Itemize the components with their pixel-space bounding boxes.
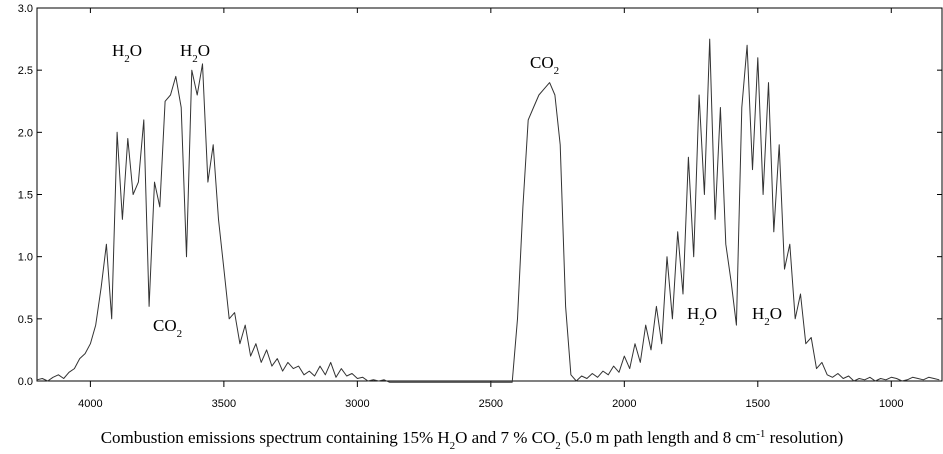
text-part: O — [770, 304, 782, 323]
text-part: 2 — [192, 53, 198, 65]
annotation: CO2 — [153, 316, 182, 340]
text-part: (5.0 m path length and 8 cm — [561, 428, 756, 447]
text-part: O and 7 % CO — [455, 428, 555, 447]
text-part: 2 — [177, 328, 183, 340]
x-tick-label: 1500 — [746, 398, 770, 410]
text-part: 2 — [699, 316, 705, 328]
x-tick-label: 1000 — [879, 398, 903, 410]
text-part: H — [180, 41, 192, 60]
y-tick-label: 1.5 — [18, 190, 33, 202]
text-part: resolution) — [765, 428, 843, 447]
y-tick-label: 0.5 — [18, 314, 33, 326]
text-part: H — [687, 304, 699, 323]
x-tick-label: 2500 — [479, 398, 503, 410]
annotation: H2O — [112, 41, 142, 65]
y-tick-label: 1.0 — [18, 252, 33, 264]
text-part: Combustion emissions spectrum containing… — [101, 428, 450, 447]
text-part: O — [130, 41, 142, 60]
spectrum-line — [36, 38, 940, 383]
text-part: O — [705, 304, 717, 323]
text-part: H — [112, 41, 124, 60]
text-part: O — [198, 41, 210, 60]
text-part: CO — [530, 53, 554, 72]
y-tick-label: 3.0 — [18, 3, 33, 15]
text-part: H — [752, 304, 764, 323]
x-tick-label: 4000 — [78, 398, 102, 410]
y-tick-label: 2.0 — [18, 127, 33, 139]
text-part: 2 — [450, 440, 456, 452]
annotation: H2O — [752, 304, 782, 328]
text-part: 2 — [764, 316, 770, 328]
text-part: 2 — [555, 440, 561, 452]
y-tick-label: 2.5 — [18, 65, 33, 77]
x-tick-label: 2000 — [612, 398, 636, 410]
x-tick-label: 3000 — [345, 398, 369, 410]
text-part: CO — [153, 316, 177, 335]
y-tick-label: 0.0 — [18, 376, 33, 388]
text-part: 2 — [554, 65, 560, 77]
text-part: 2 — [124, 53, 130, 65]
chart-caption: Combustion emissions spectrum containing… — [101, 428, 844, 452]
text-part: -1 — [756, 428, 765, 440]
annotation: H2O — [180, 41, 210, 65]
annotation: CO2 — [530, 53, 559, 77]
x-tick-label: 3500 — [212, 398, 236, 410]
annotation: H2O — [687, 304, 717, 328]
